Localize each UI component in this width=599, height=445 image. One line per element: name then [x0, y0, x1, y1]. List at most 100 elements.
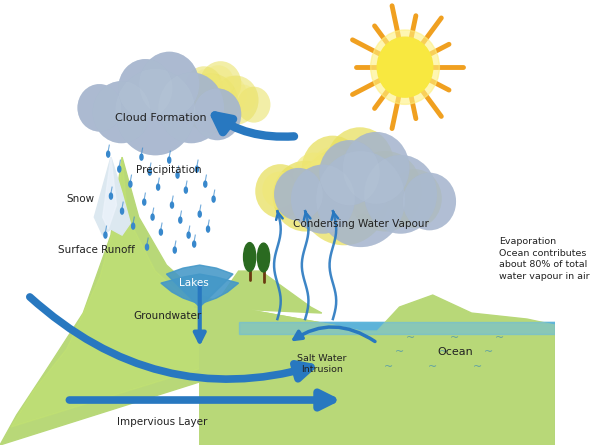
Ellipse shape [179, 217, 182, 223]
Text: Salt Water
Intrusion: Salt Water Intrusion [297, 354, 347, 374]
Ellipse shape [129, 181, 132, 187]
Ellipse shape [184, 187, 187, 193]
Circle shape [116, 69, 195, 155]
Circle shape [403, 173, 456, 231]
Ellipse shape [104, 232, 107, 238]
Circle shape [316, 151, 405, 247]
Polygon shape [11, 157, 322, 427]
Circle shape [237, 87, 271, 123]
Circle shape [351, 175, 388, 214]
Circle shape [170, 82, 193, 107]
Circle shape [274, 168, 323, 221]
Circle shape [116, 69, 195, 155]
Polygon shape [167, 265, 233, 307]
Circle shape [387, 169, 442, 228]
Polygon shape [102, 157, 117, 229]
Circle shape [343, 132, 410, 204]
Text: Cloud Formation: Cloud Formation [115, 113, 207, 123]
Ellipse shape [173, 247, 176, 253]
Circle shape [185, 66, 223, 107]
Circle shape [183, 73, 238, 133]
Circle shape [371, 30, 440, 105]
Ellipse shape [171, 202, 174, 208]
Circle shape [273, 161, 338, 231]
Text: Condensing Water Vapour: Condensing Water Vapour [293, 219, 428, 229]
Text: Snow: Snow [66, 194, 95, 204]
Circle shape [274, 170, 318, 217]
Polygon shape [238, 322, 555, 445]
Circle shape [291, 165, 355, 234]
Circle shape [324, 163, 374, 217]
Circle shape [213, 76, 259, 125]
Circle shape [93, 81, 150, 143]
Text: ~: ~ [473, 362, 482, 372]
Circle shape [316, 151, 405, 247]
Circle shape [310, 147, 355, 196]
Polygon shape [161, 274, 238, 304]
Circle shape [93, 81, 150, 143]
Circle shape [202, 65, 234, 99]
Circle shape [157, 84, 187, 117]
Text: ~: ~ [439, 347, 449, 357]
Circle shape [193, 89, 241, 140]
Text: Precipitation: Precipitation [137, 166, 202, 175]
Circle shape [302, 136, 364, 202]
Ellipse shape [140, 154, 143, 160]
Ellipse shape [156, 184, 160, 190]
Circle shape [294, 153, 335, 198]
Circle shape [159, 73, 224, 143]
Text: ~: ~ [428, 362, 437, 372]
Text: ~: ~ [495, 333, 504, 343]
Text: Ocean: Ocean [437, 347, 473, 357]
Text: Evaporation
Ocean contributes
about 80% of total
water vapour in air: Evaporation Ocean contributes about 80% … [500, 237, 590, 281]
Circle shape [190, 74, 232, 120]
Ellipse shape [120, 208, 123, 214]
Circle shape [298, 147, 389, 245]
Ellipse shape [143, 199, 146, 205]
Text: ~: ~ [406, 333, 415, 343]
Text: ~: ~ [450, 333, 459, 343]
Circle shape [118, 59, 173, 118]
Ellipse shape [110, 193, 113, 199]
Ellipse shape [146, 244, 149, 250]
Circle shape [377, 37, 432, 97]
Circle shape [77, 84, 122, 132]
Ellipse shape [118, 166, 121, 172]
Text: Groundwater: Groundwater [133, 311, 201, 321]
Ellipse shape [204, 181, 207, 187]
Ellipse shape [212, 196, 215, 202]
Circle shape [178, 81, 208, 113]
Ellipse shape [258, 243, 270, 272]
Polygon shape [199, 295, 555, 445]
Circle shape [319, 140, 380, 205]
Ellipse shape [168, 157, 171, 163]
Ellipse shape [176, 172, 179, 178]
Circle shape [364, 155, 437, 234]
Ellipse shape [132, 223, 135, 229]
Polygon shape [94, 157, 131, 235]
Ellipse shape [149, 169, 152, 175]
Ellipse shape [151, 214, 154, 220]
Text: Surface Runoff: Surface Runoff [58, 245, 135, 255]
Ellipse shape [198, 211, 201, 217]
Text: ~: ~ [384, 362, 393, 372]
Circle shape [213, 76, 247, 113]
Circle shape [140, 52, 199, 117]
Circle shape [319, 140, 380, 205]
Circle shape [343, 132, 410, 204]
Circle shape [262, 172, 296, 208]
Circle shape [199, 61, 241, 106]
Circle shape [347, 151, 422, 231]
Circle shape [231, 85, 256, 112]
Text: Lakes: Lakes [179, 278, 209, 288]
Ellipse shape [207, 226, 210, 232]
Ellipse shape [244, 243, 256, 271]
Circle shape [159, 73, 224, 143]
Circle shape [167, 81, 207, 125]
Circle shape [193, 89, 241, 140]
Text: ~: ~ [395, 347, 404, 357]
Text: ~: ~ [483, 347, 493, 357]
Text: Impervious Layer: Impervious Layer [117, 417, 207, 427]
Polygon shape [0, 157, 361, 445]
Circle shape [77, 84, 122, 132]
